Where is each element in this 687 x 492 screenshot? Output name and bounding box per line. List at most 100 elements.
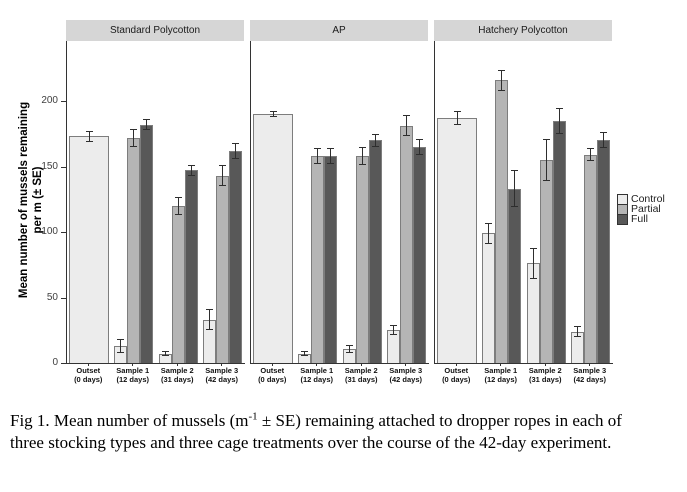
y-axis-title-line: per m (± SE) (32, 166, 44, 234)
error-bar (456, 111, 458, 125)
bar-partial (400, 126, 414, 363)
facet-panel (250, 41, 429, 364)
error-bar-cap-bottom (174, 213, 182, 215)
x-tick-label: Sample 1 (12 days) (300, 366, 334, 384)
error-bar-cap-bottom (117, 351, 125, 353)
bar-full (184, 170, 198, 363)
error-bar (222, 165, 224, 187)
error-bar-cap-bottom (587, 160, 595, 162)
error-bar-cap-top (371, 133, 379, 135)
error-bar-cap-bottom (600, 147, 608, 149)
error-bar-cap-top (143, 119, 151, 121)
x-tick-mark (360, 363, 362, 366)
error-bar-cap-top (529, 247, 537, 249)
error-bar (419, 138, 421, 155)
bar-full (413, 147, 427, 363)
error-bar (133, 128, 135, 147)
bar-full (508, 189, 522, 363)
error-bar-cap-bottom (130, 145, 138, 147)
error-bar-cap-top (301, 351, 309, 353)
error-bar-cap-bottom (314, 162, 322, 164)
facet-strip: Hatchery Polycotton (434, 20, 612, 41)
error-bar-cap-bottom (485, 242, 493, 244)
error-bar-cap-top (542, 138, 550, 140)
error-bar-cap-bottom (403, 135, 411, 137)
error-bar (558, 107, 560, 134)
error-bar-cap-bottom (511, 206, 519, 208)
error-bar-cap-bottom (161, 355, 169, 357)
x-tick-mark (405, 363, 407, 366)
y-tick-label: 0 (52, 357, 58, 368)
error-bar-cap-bottom (574, 335, 582, 337)
bar-control (482, 233, 496, 363)
error-bar-cap-top (187, 165, 195, 167)
error-bar-cap-bottom (206, 329, 214, 331)
x-tick-mark (87, 363, 89, 366)
legend-label: Control (631, 193, 665, 205)
error-bar-cap-top (390, 325, 398, 326)
x-tick-label: Sample 3 (42 days) (205, 366, 239, 384)
error-bar-cap-bottom (219, 185, 227, 187)
bar-partial (495, 80, 509, 363)
bar-partial (216, 176, 230, 363)
bar-full (229, 151, 243, 363)
x-tick-mark (316, 363, 318, 366)
facet-panel (434, 41, 613, 364)
error-bar (374, 133, 376, 147)
x-tick-label: Sample 2 (31 days) (344, 366, 378, 384)
error-bar-cap-top (498, 69, 506, 71)
error-bar-cap-top (314, 148, 322, 150)
error-bar (304, 351, 306, 357)
x-tick-mark (544, 363, 546, 366)
y-tick-label: 50 (46, 291, 58, 303)
error-bar-cap-bottom (529, 278, 537, 280)
y-tick-mark (61, 232, 66, 233)
error-bar-cap-top (117, 339, 125, 341)
error-bar (146, 119, 148, 130)
error-bar (545, 138, 547, 181)
x-tick-label: Outset (0 days) (258, 366, 287, 384)
bar-partial (539, 160, 553, 363)
y-tick-mark (61, 101, 66, 102)
error-bar-cap-top (345, 344, 353, 346)
x-tick-label: Sample 3 (42 days) (389, 366, 423, 384)
x-tick-mark (455, 363, 457, 366)
error-bar (577, 326, 579, 337)
error-bar-cap-bottom (416, 153, 424, 155)
error-bar-cap-bottom (453, 123, 461, 125)
caption-text-part2: ± SE) remaining attached to dropper rope… (10, 411, 622, 452)
y-tick-mark (61, 166, 66, 168)
error-bar-cap-bottom (390, 334, 398, 336)
x-tick-label: Outset (0 days) (74, 366, 103, 384)
x-tick-mark (271, 363, 273, 366)
error-bar-cap-top (403, 115, 411, 117)
error-bar (235, 142, 237, 159)
caption-text-part1: Fig 1. Mean number of mussels (m (10, 411, 249, 430)
error-bar (501, 69, 503, 91)
error-bar-cap-bottom (498, 89, 506, 91)
y-tick-mark (61, 297, 66, 299)
x-tick-mark (221, 363, 223, 366)
bar-partial (171, 206, 185, 363)
facet-strip: Standard Polycotton (66, 20, 244, 41)
error-bar-cap-top (161, 351, 169, 353)
legend-item-full: Full (617, 214, 665, 225)
error-bar (164, 351, 166, 357)
error-bar (514, 170, 516, 208)
error-bar (330, 148, 332, 164)
error-bar (488, 222, 490, 244)
y-tick-label: 150 (41, 160, 58, 172)
bar-partial (584, 155, 598, 363)
error-bar (393, 325, 395, 336)
x-tick-mark (500, 363, 502, 366)
error-bar-cap-top (130, 128, 138, 130)
error-bar-cap-bottom (327, 162, 335, 164)
error-bar-cap-bottom (358, 164, 366, 166)
bar-full (140, 125, 154, 363)
legend-label: Partial (631, 203, 661, 215)
error-bar-cap-top (600, 132, 608, 134)
error-bar-cap-bottom (143, 128, 151, 130)
error-bar (406, 115, 408, 137)
x-tick-label: Outset (0 days) (442, 366, 471, 384)
